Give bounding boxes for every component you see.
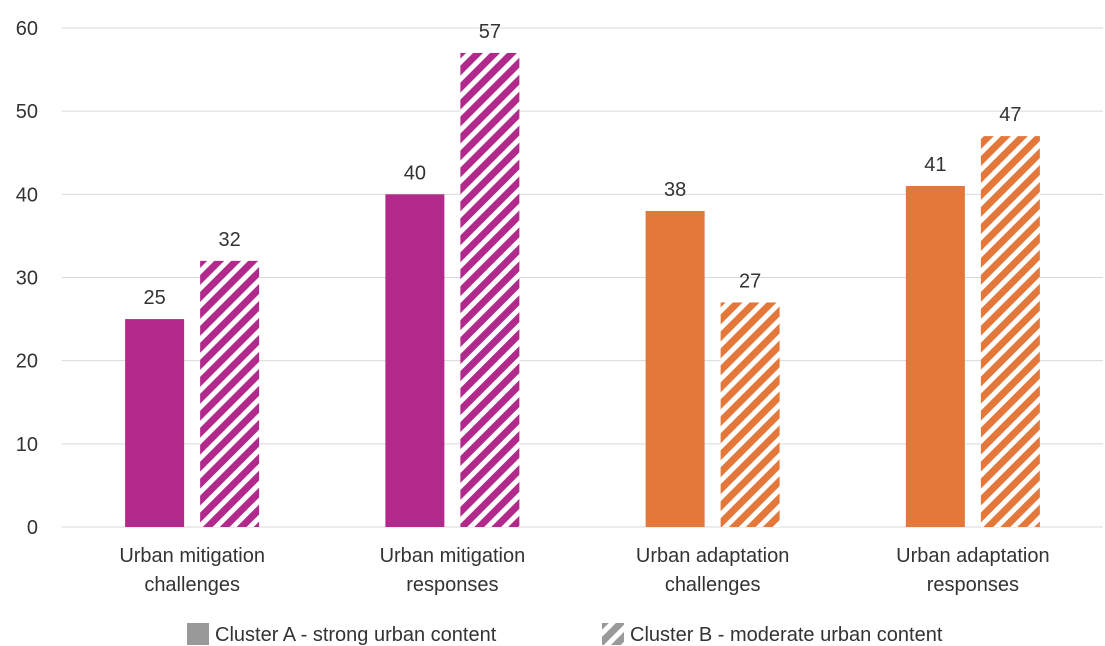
bar-cluster-a — [645, 210, 705, 527]
bar-cluster-b — [200, 260, 260, 527]
category-label: responses — [406, 574, 498, 596]
data-label: 32 — [219, 229, 241, 251]
bar-cluster-a — [125, 319, 185, 527]
legend-label-cluster-a: Cluster A - strong urban content — [215, 624, 497, 646]
legend-label-cluster-b: Cluster B - moderate urban content — [630, 624, 943, 646]
y-tick-label: 10 — [16, 434, 38, 456]
category-label: challenges — [665, 574, 761, 596]
y-tick-label: 50 — [16, 101, 38, 123]
bar-cluster-a — [905, 186, 965, 527]
data-label: 27 — [739, 270, 761, 292]
y-axis-ticks: 0 10 20 30 40 50 60 — [16, 18, 38, 539]
data-label: 40 — [404, 162, 426, 184]
y-tick-label: 20 — [16, 351, 38, 373]
data-label: 47 — [999, 104, 1021, 126]
category-label: Urban adaptation — [896, 545, 1049, 567]
category-labels: Urban mitigation challenges Urban mitigati… — [119, 545, 1049, 596]
y-tick-label: 30 — [16, 268, 38, 290]
category-label: challenges — [144, 574, 240, 596]
data-label: 38 — [664, 179, 686, 201]
data-label: 41 — [924, 154, 946, 176]
bars — [125, 52, 1040, 528]
data-labels: 25 32 40 57 38 27 41 47 — [144, 21, 1022, 309]
bar-cluster-b — [720, 302, 780, 527]
legend: Cluster A - strong urban content Cluster… — [187, 623, 943, 646]
legend-swatch-cluster-a — [187, 623, 209, 645]
category-label: Urban mitigation — [119, 545, 265, 567]
bar-cluster-b — [980, 136, 1040, 527]
y-tick-label: 0 — [27, 517, 38, 539]
bar-cluster-b — [460, 52, 520, 527]
category-label: responses — [927, 574, 1019, 596]
category-label: Urban mitigation — [380, 545, 526, 567]
y-tick-label: 60 — [16, 18, 38, 40]
data-label: 57 — [479, 21, 501, 43]
category-label: Urban adaptation — [636, 545, 789, 567]
y-tick-label: 40 — [16, 184, 38, 206]
legend-swatch-cluster-b — [602, 623, 624, 645]
bar-cluster-a — [385, 194, 445, 528]
data-label: 25 — [144, 287, 166, 309]
